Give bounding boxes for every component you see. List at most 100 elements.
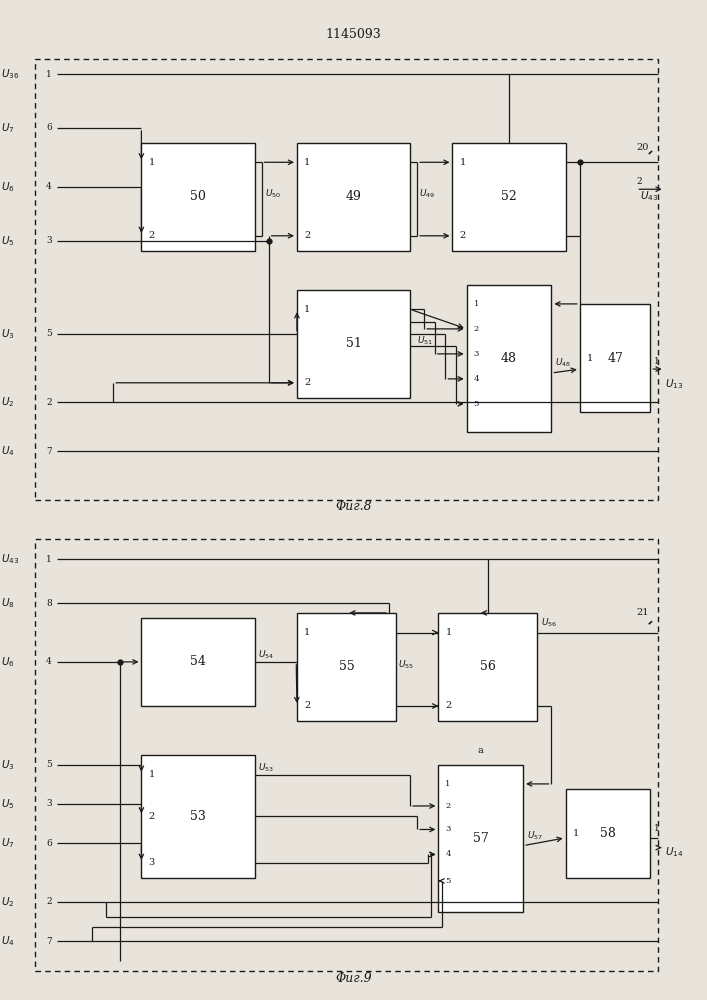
Text: a: a — [478, 746, 484, 755]
Text: 8: 8 — [46, 599, 52, 608]
Bar — [141, 755, 255, 878]
Text: 2: 2 — [445, 702, 452, 710]
Text: 1: 1 — [654, 824, 660, 833]
Text: $U_{48}$: $U_{48}$ — [555, 357, 571, 369]
Bar — [35, 539, 658, 971]
Text: 1: 1 — [445, 628, 452, 637]
Bar — [467, 285, 551, 432]
Text: $U_{43}$: $U_{43}$ — [1, 552, 20, 566]
Text: 50: 50 — [190, 190, 206, 203]
Text: $U_5$: $U_5$ — [1, 234, 15, 248]
Text: $U_{53}$: $U_{53}$ — [258, 761, 274, 774]
Text: 21: 21 — [636, 608, 649, 617]
Text: 1145093: 1145093 — [326, 28, 381, 41]
Text: $U_{51}$: $U_{51}$ — [417, 335, 433, 347]
Text: 1: 1 — [460, 158, 466, 167]
Text: 56: 56 — [480, 660, 496, 673]
Bar — [297, 613, 396, 721]
Text: 52: 52 — [501, 190, 517, 203]
Text: 6: 6 — [46, 839, 52, 848]
Text: 1: 1 — [445, 780, 451, 788]
Text: 2: 2 — [304, 231, 310, 240]
Text: $U_3$: $U_3$ — [1, 327, 15, 341]
Text: 3: 3 — [46, 800, 52, 808]
Text: 7: 7 — [46, 937, 52, 946]
Text: $U_4$: $U_4$ — [1, 934, 15, 948]
Text: $U_{49}$: $U_{49}$ — [419, 188, 436, 200]
Text: $U_3$: $U_3$ — [1, 758, 15, 772]
Text: 2: 2 — [304, 702, 310, 710]
Text: $U_5$: $U_5$ — [1, 797, 15, 811]
Text: 4: 4 — [46, 182, 52, 191]
Text: 2: 2 — [46, 398, 52, 407]
Text: 1: 1 — [304, 305, 310, 314]
Text: 2: 2 — [148, 812, 155, 821]
Text: 5: 5 — [445, 877, 451, 885]
Text: 1: 1 — [46, 70, 52, 79]
Text: 2: 2 — [460, 231, 466, 240]
Text: 2: 2 — [304, 378, 310, 387]
Bar — [297, 290, 410, 397]
Text: 1: 1 — [474, 300, 479, 308]
Text: 20: 20 — [636, 143, 649, 152]
Text: 54: 54 — [190, 655, 206, 668]
Text: 49: 49 — [346, 190, 361, 203]
Text: Φиг.9: Φиг.9 — [335, 972, 372, 985]
Text: 2: 2 — [445, 802, 450, 810]
Text: 3: 3 — [148, 858, 155, 867]
Text: $U_2$: $U_2$ — [1, 895, 15, 909]
Text: 7: 7 — [46, 447, 52, 456]
Text: 2: 2 — [148, 231, 155, 240]
Bar — [141, 143, 255, 250]
Text: $U_8$: $U_8$ — [1, 596, 15, 610]
Text: $U_{57}$: $U_{57}$ — [527, 830, 542, 842]
Text: $U_{54}$: $U_{54}$ — [258, 648, 274, 661]
Text: 57: 57 — [473, 832, 489, 845]
Bar — [438, 765, 523, 912]
Bar — [438, 613, 537, 721]
Text: 1: 1 — [304, 628, 310, 637]
Text: 47: 47 — [607, 352, 623, 365]
Text: 3: 3 — [445, 825, 451, 833]
Bar — [580, 304, 650, 412]
Text: $U_2$: $U_2$ — [1, 395, 15, 409]
Text: 5: 5 — [46, 760, 52, 769]
Text: 1: 1 — [148, 770, 155, 779]
Text: $U_{36}$: $U_{36}$ — [1, 67, 20, 81]
Text: $U_6$: $U_6$ — [1, 180, 15, 194]
Text: 4: 4 — [474, 375, 479, 383]
Text: $U_7$: $U_7$ — [1, 836, 15, 850]
Text: 2: 2 — [636, 177, 642, 186]
Text: 58: 58 — [600, 827, 616, 840]
Text: 51: 51 — [346, 337, 361, 350]
Text: $U_{14}$: $U_{14}$ — [665, 846, 683, 859]
Text: $U_{50}$: $U_{50}$ — [265, 188, 281, 200]
Text: 5: 5 — [46, 329, 52, 338]
Text: 6: 6 — [46, 123, 52, 132]
Text: $U_6$: $U_6$ — [1, 655, 15, 669]
Text: $U_7$: $U_7$ — [1, 121, 15, 135]
Text: $U_{56}$: $U_{56}$ — [541, 616, 557, 629]
Text: 3: 3 — [474, 350, 479, 358]
Text: Φиг.8: Φиг.8 — [335, 500, 372, 513]
Text: 1: 1 — [148, 158, 155, 167]
Text: $U_{55}$: $U_{55}$ — [398, 658, 414, 671]
Bar — [297, 143, 410, 250]
Text: 48: 48 — [501, 352, 517, 365]
Text: 53: 53 — [190, 810, 206, 823]
Text: 55: 55 — [339, 660, 354, 673]
Text: $U_{43}$: $U_{43}$ — [640, 190, 658, 203]
Text: 1: 1 — [573, 829, 579, 838]
Text: 4: 4 — [445, 850, 451, 858]
Text: 5: 5 — [474, 400, 479, 408]
Bar — [141, 618, 255, 706]
Text: 3: 3 — [46, 236, 52, 245]
Text: 1: 1 — [654, 357, 660, 366]
Text: $U_{13}$: $U_{13}$ — [665, 377, 683, 391]
Text: 4: 4 — [46, 657, 52, 666]
Text: 2: 2 — [474, 325, 479, 333]
Text: 1: 1 — [46, 554, 52, 563]
Text: 1: 1 — [587, 354, 593, 363]
Bar — [452, 143, 566, 250]
Text: 2: 2 — [46, 898, 52, 906]
